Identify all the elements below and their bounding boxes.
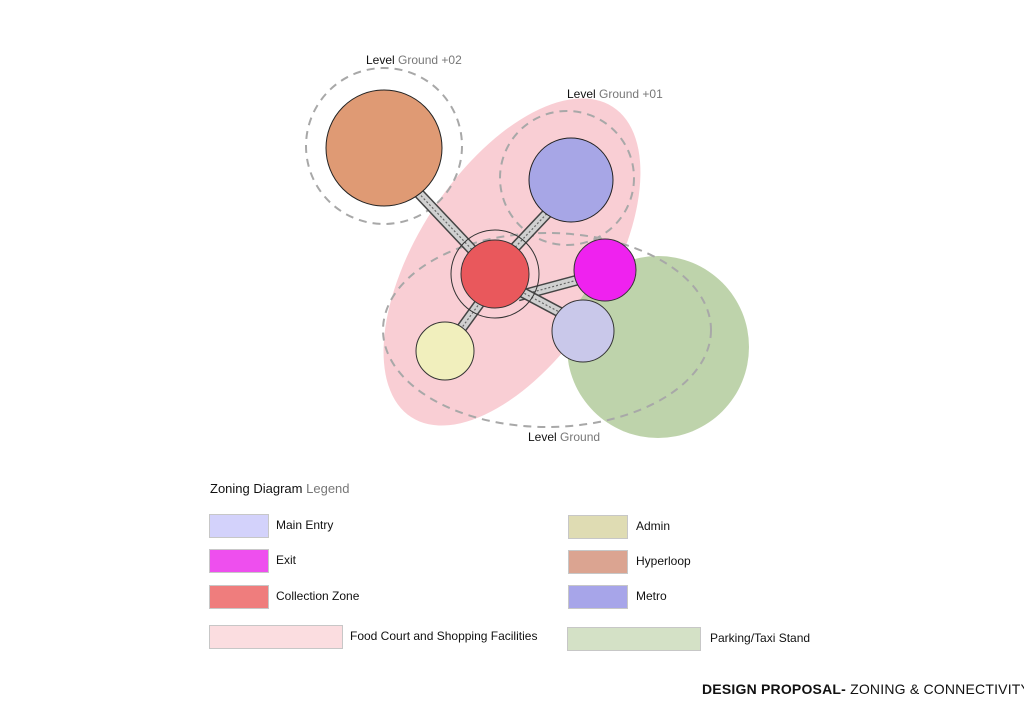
zoning-diagram bbox=[305, 67, 749, 438]
legend-label: Parking/Taxi Stand bbox=[710, 631, 811, 645]
level-ground-plus-01-label: Level Ground +01 bbox=[567, 87, 663, 101]
level-ground-plus-01-boundary bbox=[499, 110, 635, 246]
legend-swatch bbox=[568, 585, 628, 609]
connector-main-entry bbox=[515, 285, 568, 320]
legend-swatch bbox=[209, 625, 343, 649]
level-ground-plus-02-boundary bbox=[305, 67, 463, 225]
legend-swatch bbox=[209, 549, 269, 573]
exit-node bbox=[573, 238, 637, 302]
hyperloop-node bbox=[325, 89, 443, 207]
legend-label: Collection Zone bbox=[276, 589, 360, 603]
legend-label: Exit bbox=[276, 553, 297, 567]
legend-label: Main Entry bbox=[276, 518, 334, 532]
metro-node bbox=[528, 137, 614, 223]
connector-hyperloop bbox=[406, 180, 482, 260]
collection-zone-node bbox=[460, 239, 530, 309]
level-ground-boundary bbox=[382, 232, 712, 428]
legend-swatch bbox=[567, 627, 701, 651]
level-ground-label: Level Ground bbox=[528, 430, 601, 444]
legend-label: Metro bbox=[636, 589, 667, 603]
main-entry-node bbox=[551, 299, 615, 363]
legend-title: Zoning Diagram Legend bbox=[210, 481, 350, 496]
legend-swatch bbox=[568, 515, 628, 539]
legend-label: Admin bbox=[636, 519, 671, 533]
admin-node bbox=[415, 321, 475, 381]
legend-swatch bbox=[209, 514, 269, 538]
legend-swatch bbox=[209, 585, 269, 609]
legend-label: Hyperloop bbox=[636, 554, 691, 568]
collection-zone-ring bbox=[450, 229, 540, 319]
legend-label: Food Court and Shopping Facilities bbox=[350, 629, 538, 643]
footer-title: DESIGN PROPOSAL- ZONING & CONNECTIVITY bbox=[702, 681, 1024, 697]
legend-swatch bbox=[568, 550, 628, 574]
level-ground-plus-02-label: Level Ground +02 bbox=[366, 53, 462, 67]
